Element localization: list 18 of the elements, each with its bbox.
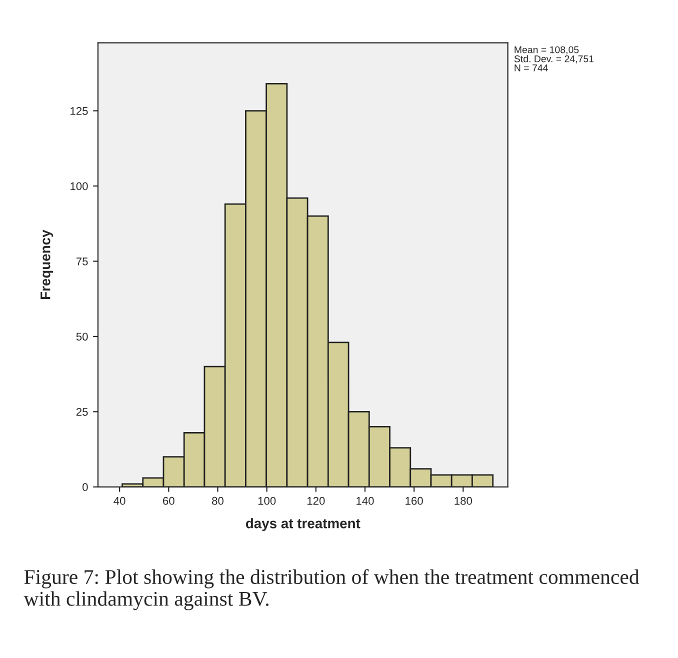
x-tick-label: 140 [356, 496, 374, 505]
x-tick-label: 100 [258, 496, 276, 505]
y-tick-label: 25 [76, 408, 88, 416]
x-tick-label: 160 [406, 496, 423, 505]
x-tick-label: 120 [307, 496, 325, 505]
x-tick-label: 80 [212, 496, 224, 505]
y-tick-label: 100 [70, 182, 88, 190]
y-axis-title: Frequency [40, 230, 54, 300]
x-axis-title: days at treatment [246, 518, 360, 532]
x-tick-label: 180 [454, 496, 472, 505]
y-tick-label: 125 [70, 107, 88, 115]
x-tick-label: 60 [163, 496, 174, 505]
x-tick-label: 40 [114, 496, 126, 505]
y-tick-label: 0 [82, 483, 88, 492]
text: Mean = 108,05 Std. Dev. = 24,751 N = 744 [514, 46, 594, 72]
caption: Figure 7: Plot showing the distribution of when the treatment commenced with clindamycin against BV. [24, 569, 640, 610]
y-tick-label: 50 [76, 332, 88, 341]
y-tick-label: 75 [76, 258, 88, 266]
